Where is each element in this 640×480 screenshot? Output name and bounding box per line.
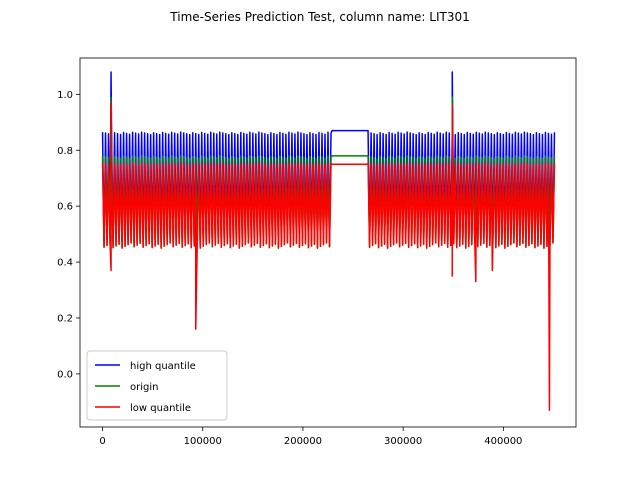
legend-label-low-quantile: low quantile [130, 403, 191, 414]
y-axis: 0.0 0.2 0.4 0.6 0.8 1.0 [57, 90, 80, 380]
x-tick-label: 400000 [484, 436, 522, 447]
x-tick-label: 200000 [284, 436, 322, 447]
axes-frame [79, 57, 577, 428]
y-tick-label: 0.6 [57, 202, 73, 213]
y-tick-label: 0.0 [57, 369, 73, 380]
legend: high quantile origin low quantile [86, 350, 228, 421]
x-axis: 0 100000 200000 300000 400000 [99, 427, 522, 447]
y-tick-label: 1.0 [57, 90, 73, 101]
y-tick-label: 0.2 [57, 313, 73, 324]
legend-label-high-quantile: high quantile [130, 361, 196, 372]
x-tick-label: 100000 [184, 436, 222, 447]
legend-label-origin: origin [130, 382, 158, 393]
x-tick-label: 300000 [384, 436, 422, 447]
legend-box [86, 350, 228, 421]
y-tick-label: 0.4 [57, 258, 73, 269]
y-tick-label: 0.8 [57, 146, 73, 157]
plot-area [101, 71, 556, 411]
series-line-low-quantile [101, 101, 556, 411]
chart-title: Time-Series Prediction Test, column name… [169, 10, 469, 24]
x-tick-label: 0 [99, 436, 105, 447]
